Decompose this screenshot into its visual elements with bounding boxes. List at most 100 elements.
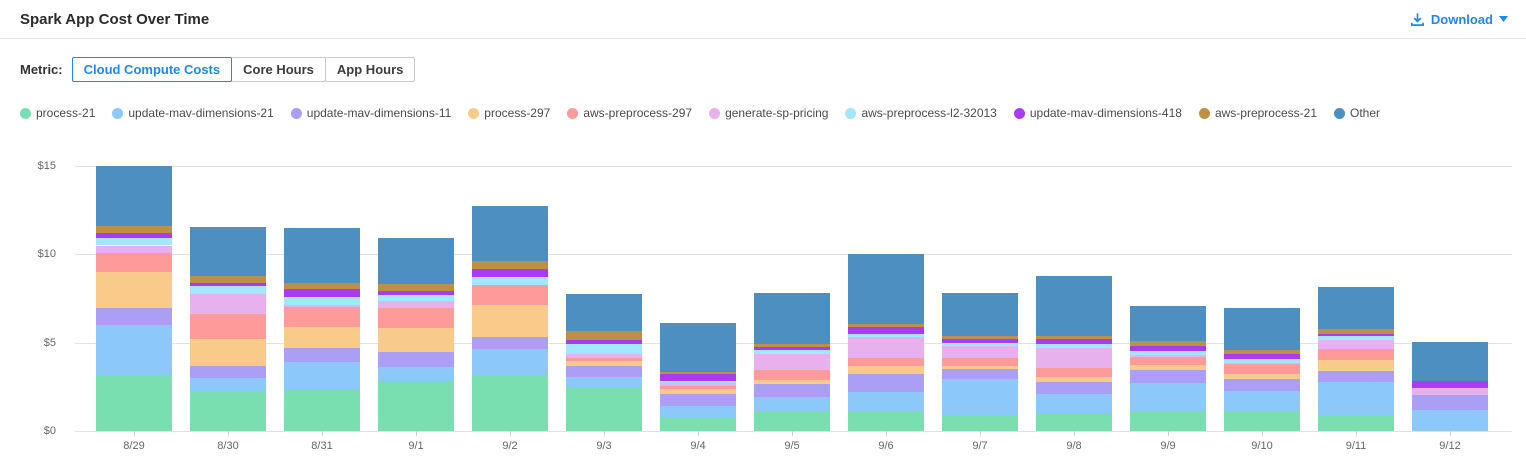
bar-segment-9-6-update-mav-dimensions-418[interactable] [848,326,924,334]
bar-segment-9-4-update-mav-dimensions-21[interactable] [660,406,736,417]
bar-segment-9-1-update-mav-dimensions-418[interactable] [378,290,454,295]
bar-segment-9-5-aws-preprocess-l2-32013[interactable] [754,349,830,355]
bar-segment-9-5-process-297[interactable] [754,379,830,385]
bar-segment-9-11-other[interactable] [1318,287,1394,330]
bar-segment-9-7-aws-preprocess-297[interactable] [942,357,1018,366]
bar-segment-9-1-aws-preprocess-l2-32013[interactable] [378,294,454,302]
bar-segment-9-2-aws-preprocess-l2-32013[interactable] [472,277,548,286]
bar-segment-8-30-aws-preprocess-297[interactable] [190,314,266,340]
bar-segment-8-31-aws-preprocess-l2-32013[interactable] [284,296,360,305]
bar-segment-9-6-generate-sp-pricing[interactable] [848,337,924,358]
bar-segment-9-3-process-21[interactable] [566,386,642,431]
bar-segment-9-3-update-mav-dimensions-418[interactable] [566,340,642,344]
bar-segment-9-8-update-mav-dimensions-11[interactable] [1036,381,1112,394]
bar-segment-9-8-aws-preprocess-297[interactable] [1036,368,1112,378]
bar-segment-9-8-other[interactable] [1036,276,1112,336]
bar-segment-8-30-aws-preprocess-l2-32013[interactable] [190,286,266,295]
bar-segment-9-4-aws-preprocess-21[interactable] [660,371,736,375]
bar-segment-9-1-process-297[interactable] [378,327,454,353]
bar-segment-8-29-update-mav-dimensions-21[interactable] [96,325,172,376]
bar-segment-9-6-other[interactable] [848,254,924,325]
bar-segment-8-29-aws-preprocess-21[interactable] [96,226,172,234]
bar-segment-9-3-aws-preprocess-l2-32013[interactable] [566,343,642,355]
bar-segment-9-8-process-297[interactable] [1036,377,1112,382]
bar-segment-9-11-generate-sp-pricing[interactable] [1318,340,1394,349]
bar-segment-9-10-generate-sp-pricing[interactable] [1224,362,1300,364]
bar-segment-9-4-other[interactable] [660,323,736,372]
bar-segment-9-2-process-21[interactable] [472,375,548,431]
bar-segment-9-12-update-mav-dimensions-11[interactable] [1412,394,1488,410]
bar-segment-9-6-aws-preprocess-21[interactable] [848,324,924,327]
metric-button-cloud-compute-costs[interactable]: Cloud Compute Costs [71,57,233,82]
bar-segment-9-3-aws-preprocess-21[interactable] [566,331,642,340]
legend-item-aws-preprocess-l2-32013[interactable]: aws-preprocess-l2-32013 [845,106,997,120]
bar-segment-9-9-update-mav-dimensions-418[interactable] [1130,346,1206,351]
bar-segment-9-6-update-mav-dimensions-21[interactable] [848,392,924,412]
bar-segment-9-11-update-mav-dimensions-21[interactable] [1318,381,1394,416]
bar-segment-9-9-update-mav-dimensions-11[interactable] [1130,370,1206,384]
bar-segment-9-2-update-mav-dimensions-418[interactable] [472,269,548,278]
bar-segment-9-4-generate-sp-pricing[interactable] [660,383,736,386]
bar-segment-9-9-process-297[interactable] [1130,364,1206,371]
bar-segment-8-30-aws-preprocess-21[interactable] [190,275,266,283]
bar-segment-9-5-update-mav-dimensions-21[interactable] [754,397,830,413]
bar-segment-9-10-other[interactable] [1224,308,1300,350]
bar-segment-8-30-process-21[interactable] [190,392,266,431]
bar-segment-9-2-update-mav-dimensions-21[interactable] [472,348,548,376]
bar-segment-9-5-update-mav-dimensions-11[interactable] [754,384,830,398]
legend-item-aws-preprocess-297[interactable]: aws-preprocess-297 [567,106,692,120]
bar-segment-9-10-process-21[interactable] [1224,412,1300,431]
bar-segment-8-29-process-21[interactable] [96,375,172,431]
bar-segment-9-10-aws-preprocess-21[interactable] [1224,349,1300,355]
bar-segment-9-4-update-mav-dimensions-11[interactable] [660,393,736,407]
bar-segment-9-10-update-mav-dimensions-11[interactable] [1224,378,1300,392]
legend-item-generate-sp-pricing[interactable]: generate-sp-pricing [709,106,828,120]
legend-item-process-297[interactable]: process-297 [468,106,550,120]
bar-segment-8-30-generate-sp-pricing[interactable] [190,294,266,315]
bar-segment-9-8-aws-preprocess-21[interactable] [1036,335,1112,340]
bar-segment-8-31-process-297[interactable] [284,326,360,348]
bar-segment-9-9-process-21[interactable] [1130,412,1206,431]
metric-button-app-hours[interactable]: App Hours [324,57,416,82]
bar-segment-9-4-process-297[interactable] [660,389,736,394]
bar-segment-9-11-process-21[interactable] [1318,415,1394,431]
bar-segment-9-11-update-mav-dimensions-11[interactable] [1318,370,1394,382]
bar-segment-8-31-aws-preprocess-297[interactable] [284,307,360,327]
bar-segment-8-31-update-mav-dimensions-21[interactable] [284,362,360,391]
bar-segment-9-4-process-21[interactable] [660,416,736,431]
bar-segment-9-8-update-mav-dimensions-418[interactable] [1036,339,1112,345]
bar-segment-8-29-other[interactable] [96,166,172,227]
bar-segment-9-6-aws-preprocess-l2-32013[interactable] [848,333,924,338]
bar-segment-9-2-aws-preprocess-297[interactable] [472,285,548,305]
bar-segment-9-5-process-21[interactable] [754,412,830,431]
bar-segment-9-3-update-mav-dimensions-11[interactable] [566,365,642,378]
bar-segment-8-29-aws-preprocess-297[interactable] [96,253,172,272]
bar-segment-9-9-update-mav-dimensions-21[interactable] [1130,383,1206,413]
bar-segment-9-7-update-mav-dimensions-11[interactable] [942,369,1018,379]
bar-segment-9-1-process-21[interactable] [378,380,454,431]
bar-segment-9-7-other[interactable] [942,293,1018,336]
bar-segment-8-29-aws-preprocess-l2-32013[interactable] [96,238,172,246]
bar-segment-9-5-generate-sp-pricing[interactable] [754,354,830,371]
bar-segment-8-31-update-mav-dimensions-11[interactable] [284,347,360,363]
bar-segment-9-10-aws-preprocess-l2-32013[interactable] [1224,359,1300,363]
bar-segment-9-6-update-mav-dimensions-11[interactable] [848,374,924,393]
bar-segment-9-2-process-297[interactable] [472,304,548,338]
bar-segment-9-10-process-297[interactable] [1224,373,1300,379]
bar-segment-9-1-aws-preprocess-21[interactable] [378,284,454,291]
bar-segment-9-8-aws-preprocess-l2-32013[interactable] [1036,344,1112,348]
bar-segment-9-4-update-mav-dimensions-418[interactable] [660,374,736,381]
bar-segment-9-7-update-mav-dimensions-418[interactable] [942,339,1018,343]
bar-segment-9-7-aws-preprocess-l2-32013[interactable] [942,342,1018,347]
bar-segment-9-11-process-297[interactable] [1318,360,1394,371]
bar-segment-9-9-other[interactable] [1130,305,1206,341]
download-button[interactable]: Download [1410,12,1508,27]
bar-segment-9-3-update-mav-dimensions-21[interactable] [566,377,642,387]
bar-segment-9-2-other[interactable] [472,205,548,261]
bar-segment-9-7-process-21[interactable] [942,415,1018,431]
bar-segment-9-9-aws-preprocess-l2-32013[interactable] [1130,350,1206,356]
bar-segment-8-30-other[interactable] [190,226,266,276]
bar-segment-9-7-aws-preprocess-21[interactable] [942,335,1018,340]
legend-item-other[interactable]: Other [1334,106,1380,120]
bar-segment-8-29-update-mav-dimensions-11[interactable] [96,308,172,325]
